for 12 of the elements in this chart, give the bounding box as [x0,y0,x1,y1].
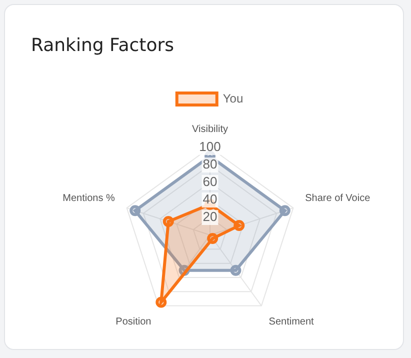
spoke-label: Position [116,316,152,328]
spoke-label: Share of Voice [305,192,371,204]
spoke-label: Mentions % [62,192,115,204]
y-tick-label: 100 [199,139,221,154]
spoke-label: Visibility [192,124,228,135]
y-tick-label: 80 [202,156,218,172]
y-tick-label: 20 [202,209,218,224]
spoke-label: Sentiment [268,316,314,328]
legend-label: You [222,91,244,106]
chart-title: Ranking Factors [31,35,174,56]
y-tick-label: 60 [202,174,218,190]
y-tick-label: 40 [202,192,218,207]
